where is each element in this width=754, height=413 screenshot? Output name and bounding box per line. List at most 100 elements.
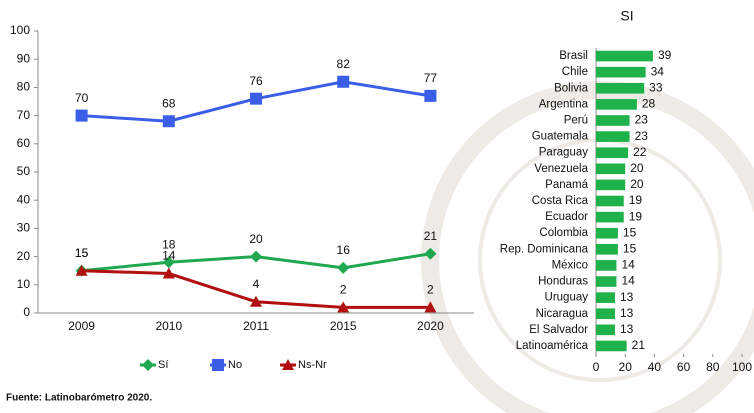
data-label: 33	[649, 80, 663, 94]
y-tick-label: Brasil	[559, 50, 588, 62]
data-label: 15	[75, 246, 89, 260]
marker	[337, 261, 350, 274]
bar	[596, 227, 618, 239]
chart-title: SI	[620, 8, 633, 24]
data-label: 14	[621, 258, 635, 272]
bar	[596, 195, 624, 207]
data-label: 21	[424, 229, 438, 243]
bar	[596, 82, 645, 94]
y-tick-label: Honduras	[538, 276, 588, 288]
y-tick-label: 70	[17, 108, 31, 122]
bar	[596, 50, 653, 62]
marker	[250, 295, 262, 307]
y-tick-label: Guatemala	[532, 131, 589, 143]
bar	[596, 260, 617, 271]
y-tick-label: Paraguay	[539, 147, 588, 159]
data-label: 39	[658, 48, 672, 62]
marker	[75, 264, 88, 276]
data-label: 16	[337, 243, 351, 257]
data-label: 13	[620, 322, 634, 336]
bar	[596, 115, 630, 126]
bar	[596, 211, 624, 223]
y-tick-label: 20	[17, 249, 31, 263]
y-tick-label: Chile	[562, 66, 588, 78]
data-label: 19	[629, 209, 643, 223]
y-tick-label: Costa Rica	[532, 195, 589, 207]
x-tick-label: 60	[677, 360, 691, 374]
bar	[596, 66, 646, 78]
y-tick-label: Argentina	[539, 98, 589, 110]
data-label: 13	[620, 290, 634, 304]
x-tick-label: 40	[648, 360, 662, 374]
y-tick-label: 50	[17, 164, 31, 178]
x-tick-label: 80	[706, 360, 720, 374]
data-label: 15	[623, 241, 637, 255]
marker	[424, 247, 437, 260]
x-tick-label: 2020	[417, 319, 444, 333]
bar	[596, 163, 626, 175]
data-label: 82	[337, 57, 351, 71]
y-tick-label: Perú	[564, 115, 588, 127]
x-tick-label: 2015	[330, 319, 357, 333]
data-label: 15	[75, 246, 89, 260]
data-label: 68	[162, 96, 176, 110]
bar	[596, 308, 615, 320]
x-tick-label: 2009	[68, 319, 95, 333]
data-label: 28	[642, 97, 656, 111]
data-label: 20	[630, 161, 644, 175]
y-tick-label: Rep. Dominicana	[500, 243, 589, 255]
data-label: 15	[623, 225, 637, 239]
data-label: 22	[633, 145, 647, 159]
data-label: 2	[427, 283, 434, 297]
y-tick-label: Latinoamérica	[516, 340, 589, 352]
data-label: 19	[629, 193, 643, 207]
legend-label: Ns-Nr	[298, 359, 327, 371]
marker	[337, 301, 350, 313]
source-note: Fuente: Latinobarómetro 2020.	[6, 393, 152, 404]
bar	[596, 147, 629, 158]
marker	[337, 75, 350, 88]
data-label: 23	[635, 113, 649, 127]
data-label: 77	[424, 71, 438, 85]
bar	[596, 340, 627, 352]
x-tick-label: 20	[619, 360, 633, 374]
y-tick-label: Bolivia	[554, 82, 588, 94]
y-tick-label: Nicaragua	[536, 308, 589, 320]
x-tick-label: 100	[732, 360, 752, 374]
data-label: 20	[630, 177, 644, 191]
data-label: 76	[249, 74, 263, 88]
y-tick-label: El Salvador	[529, 324, 588, 336]
data-label: 13	[620, 306, 634, 320]
x-tick-label: 2011	[243, 319, 269, 333]
y-tick-label: Panamá	[545, 179, 588, 191]
data-label: 18	[162, 237, 176, 251]
bar	[596, 179, 626, 191]
y-tick-label: 100	[10, 23, 30, 37]
data-label: 4	[253, 277, 260, 291]
marker	[75, 109, 88, 122]
bar	[596, 324, 615, 336]
data-label: 2	[340, 283, 347, 297]
data-label: 34	[651, 64, 665, 78]
marker	[424, 89, 437, 102]
marker	[250, 92, 262, 105]
x-tick-label: 2010	[155, 319, 182, 333]
data-label: 14	[162, 249, 176, 263]
y-tick-label: 30	[17, 221, 31, 235]
legend-marker	[142, 359, 154, 371]
bar	[596, 292, 615, 303]
data-label: 20	[249, 232, 263, 246]
y-tick-label: 0	[23, 305, 30, 319]
y-tick-label: Uruguay	[545, 292, 589, 304]
y-tick-label: 10	[17, 277, 31, 291]
marker	[162, 267, 175, 279]
data-label: 14	[621, 274, 635, 288]
legend-label: Sí	[158, 359, 168, 371]
marker	[424, 301, 437, 313]
bar	[596, 244, 618, 255]
marker	[162, 256, 175, 269]
data-label: 21	[632, 338, 646, 352]
y-tick-label: 40	[17, 192, 31, 206]
bar	[596, 99, 637, 110]
